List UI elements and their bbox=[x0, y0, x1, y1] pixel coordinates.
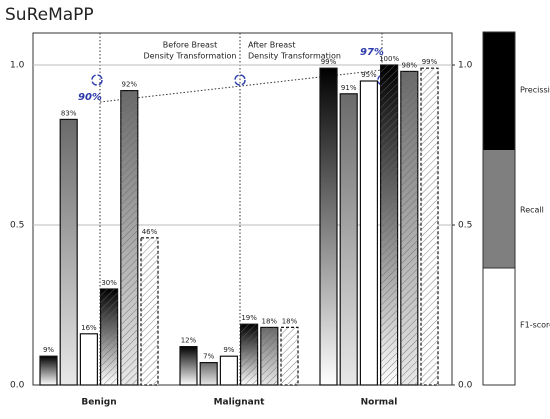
legend-label: Precission bbox=[520, 86, 550, 95]
bar-hatch bbox=[380, 65, 398, 385]
value-label: 18% bbox=[282, 317, 298, 325]
y-tick-label: 1.0 bbox=[10, 61, 25, 71]
value-label: 9% bbox=[223, 346, 234, 354]
value-label: 12% bbox=[181, 337, 197, 345]
x-tick-label: Benign bbox=[81, 398, 116, 408]
value-label: 83% bbox=[61, 109, 77, 117]
bar bbox=[59, 118, 78, 386]
bar-hatch bbox=[421, 68, 438, 385]
bar bbox=[179, 346, 198, 386]
bar bbox=[339, 93, 358, 386]
bar-hatch bbox=[120, 90, 138, 385]
value-label: 30% bbox=[101, 279, 117, 287]
annotation: 97% bbox=[360, 47, 384, 58]
y2-tick-label: 1.0 bbox=[458, 61, 473, 71]
x-tick-label: Normal bbox=[361, 398, 398, 408]
value-label: 19% bbox=[241, 314, 257, 322]
value-label: 16% bbox=[81, 324, 97, 332]
legend-swatch bbox=[483, 150, 515, 268]
bar-hatch bbox=[100, 289, 118, 385]
bar-hatch bbox=[260, 327, 278, 385]
annotation: Before Breast bbox=[163, 41, 217, 50]
y2-tick-label: 0.0 bbox=[458, 381, 473, 391]
annotation: After Breast bbox=[248, 41, 295, 50]
bar bbox=[219, 355, 238, 386]
chart-title: SuReMaPP bbox=[5, 5, 94, 25]
legend-label: F1-score bbox=[520, 321, 550, 330]
y2-tick-label: 0.5 bbox=[458, 221, 472, 231]
bar-hatch bbox=[400, 71, 418, 386]
value-label: 99% bbox=[422, 58, 438, 66]
legend-label: Recall bbox=[520, 206, 544, 215]
value-label: 7% bbox=[203, 353, 214, 361]
value-label: 98% bbox=[402, 61, 418, 69]
value-label: 99% bbox=[321, 58, 337, 66]
value-label: 92% bbox=[122, 81, 138, 89]
bar bbox=[359, 80, 378, 386]
bar-hatch bbox=[281, 327, 298, 385]
legend-swatch bbox=[483, 32, 515, 150]
x-tick-label: Malignant bbox=[214, 398, 266, 408]
bar bbox=[39, 355, 58, 386]
bar-hatch bbox=[240, 324, 258, 385]
value-label: 100% bbox=[379, 55, 399, 63]
value-label: 46% bbox=[142, 228, 158, 236]
value-label: 95% bbox=[361, 71, 377, 79]
bar bbox=[319, 67, 338, 386]
value-label: 9% bbox=[43, 346, 54, 354]
value-label: 18% bbox=[262, 317, 278, 325]
bar-hatch bbox=[141, 237, 158, 385]
annotation: Density Transformation bbox=[144, 52, 237, 61]
y-tick-label: 0.0 bbox=[10, 381, 25, 391]
legend-frame bbox=[482, 31, 516, 386]
annotation: 90% bbox=[78, 92, 102, 103]
value-label: 91% bbox=[341, 84, 357, 92]
legend-swatch bbox=[482, 267, 516, 386]
y-tick-label: 0.5 bbox=[10, 221, 24, 231]
bar bbox=[79, 333, 99, 386]
bar bbox=[199, 362, 218, 386]
annotation: Density Transformation bbox=[248, 52, 341, 61]
